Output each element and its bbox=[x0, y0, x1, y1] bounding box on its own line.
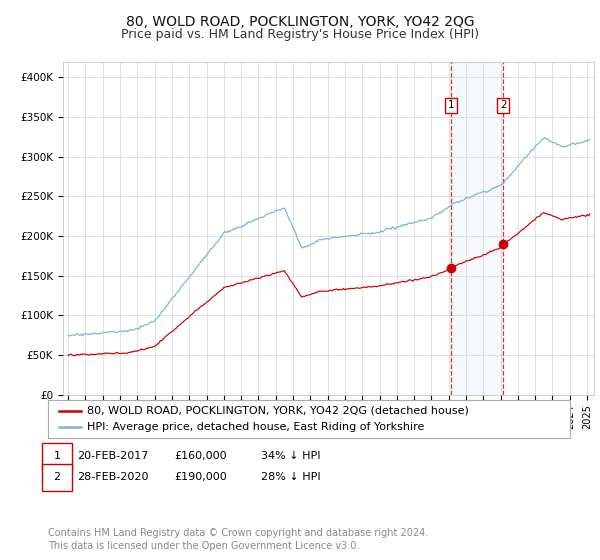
Text: 34% ↓ HPI: 34% ↓ HPI bbox=[261, 451, 320, 461]
Text: £190,000: £190,000 bbox=[174, 472, 227, 482]
Text: Price paid vs. HM Land Registry's House Price Index (HPI): Price paid vs. HM Land Registry's House … bbox=[121, 28, 479, 41]
Text: 80, WOLD ROAD, POCKLINGTON, YORK, YO42 2QG: 80, WOLD ROAD, POCKLINGTON, YORK, YO42 2… bbox=[125, 15, 475, 29]
Text: 1: 1 bbox=[53, 451, 61, 461]
Text: 20-FEB-2017: 20-FEB-2017 bbox=[77, 451, 148, 461]
Bar bbox=[451, 62, 503, 395]
Text: 28-FEB-2020: 28-FEB-2020 bbox=[77, 472, 148, 482]
Text: 2: 2 bbox=[500, 100, 506, 110]
Text: 1: 1 bbox=[448, 100, 454, 110]
Text: Contains HM Land Registry data © Crown copyright and database right 2024.
This d: Contains HM Land Registry data © Crown c… bbox=[48, 528, 428, 550]
Text: 28% ↓ HPI: 28% ↓ HPI bbox=[261, 472, 320, 482]
Text: £160,000: £160,000 bbox=[174, 451, 227, 461]
Text: 2: 2 bbox=[53, 472, 61, 482]
Text: 80, WOLD ROAD, POCKLINGTON, YORK, YO42 2QG (detached house): 80, WOLD ROAD, POCKLINGTON, YORK, YO42 2… bbox=[87, 405, 469, 416]
Text: HPI: Average price, detached house, East Riding of Yorkshire: HPI: Average price, detached house, East… bbox=[87, 422, 424, 432]
